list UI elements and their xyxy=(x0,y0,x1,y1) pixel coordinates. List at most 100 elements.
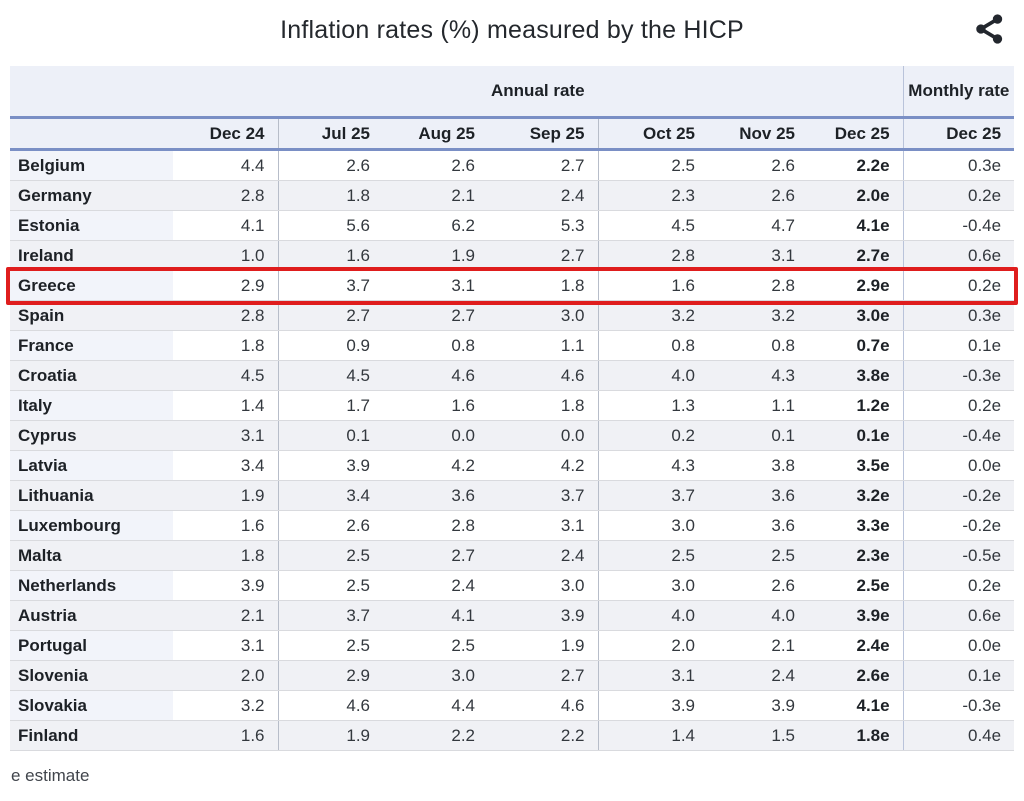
value-cell: 3.2 xyxy=(597,300,708,331)
monthly-value-cell: 0.6e xyxy=(902,600,1015,631)
value-cell: 3.7 xyxy=(488,480,598,511)
value-cell: 1.9 xyxy=(383,240,488,271)
value-cell: 4.3 xyxy=(597,450,708,481)
value-cell: 3.6 xyxy=(708,480,808,511)
value-cell: 3.0 xyxy=(488,570,598,601)
estimate-cell: 3.8e xyxy=(808,360,904,391)
monthly-value-cell: 0.2e xyxy=(902,570,1015,601)
value-cell: 3.7 xyxy=(277,270,383,301)
value-cell: 6.2 xyxy=(383,210,488,241)
value-cell: 1.4 xyxy=(173,390,278,421)
country-cell: Lithuania xyxy=(10,480,173,511)
monthly-value-cell: -0.3e xyxy=(902,360,1015,391)
country-cell: Malta xyxy=(10,540,173,571)
estimate-cell: 2.2e xyxy=(808,149,904,181)
table-row-slovakia: Slovakia 3.2 4.6 4.4 4.6 3.9 3.9 4.1e -0.3e xyxy=(10,690,1015,721)
value-cell: 3.6 xyxy=(708,510,808,541)
value-cell: 2.4 xyxy=(383,570,488,601)
value-cell: 2.1 xyxy=(708,630,808,661)
estimate-cell: 1.8e xyxy=(808,720,904,751)
table-row-austria: Austria 2.1 3.7 4.1 3.9 4.0 4.0 3.9e 0.6e xyxy=(10,600,1015,631)
table-row-germany: Germany 2.8 1.8 2.1 2.4 2.3 2.6 2.0e 0.2e xyxy=(10,180,1015,211)
value-cell: 3.1 xyxy=(488,510,598,541)
value-cell: 3.7 xyxy=(597,480,708,511)
value-cell: 1.6 xyxy=(277,240,383,271)
table-row-italy: Italy 1.4 1.7 1.6 1.8 1.3 1.1 1.2e 0.2e xyxy=(10,390,1015,421)
value-cell: 4.2 xyxy=(383,450,488,481)
column-header-aug-25: Aug 25 xyxy=(383,117,488,151)
monthly-value-cell: -0.4e xyxy=(902,210,1015,241)
estimate-cell: 2.9e xyxy=(808,270,904,301)
value-cell: 1.8 xyxy=(488,390,598,421)
value-cell: 1.9 xyxy=(173,480,278,511)
share-icon xyxy=(972,14,1006,49)
monthly-value-cell: 0.2e xyxy=(902,270,1015,301)
value-cell: 1.9 xyxy=(277,720,383,751)
country-cell: Ireland xyxy=(10,240,173,271)
estimate-cell: 3.9e xyxy=(808,600,904,631)
value-cell: 3.0 xyxy=(597,510,708,541)
value-cell: 1.6 xyxy=(597,270,708,301)
monthly-value-cell: -0.5e xyxy=(902,540,1015,571)
value-cell: 4.6 xyxy=(383,360,488,391)
value-cell: 2.7 xyxy=(383,300,488,331)
value-cell: 2.5 xyxy=(277,540,383,571)
value-cell: 2.1 xyxy=(173,600,278,631)
value-cell: 2.6 xyxy=(277,510,383,541)
country-cell: Greece xyxy=(10,270,173,301)
share-button[interactable] xyxy=(969,10,1009,50)
table-row-spain: Spain 2.8 2.7 2.7 3.0 3.2 3.2 3.0e 0.3e xyxy=(10,300,1015,331)
value-cell: 2.9 xyxy=(277,660,383,691)
monthly-value-cell: 0.6e xyxy=(902,240,1015,271)
estimate-cell: 0.7e xyxy=(808,330,904,361)
value-cell: 0.1 xyxy=(708,420,808,451)
monthly-value-cell: -0.2e xyxy=(902,510,1015,541)
value-cell: 3.1 xyxy=(173,420,278,451)
value-cell: 4.0 xyxy=(597,600,708,631)
page-title: Inflation rates (%) measured by the HICP xyxy=(280,16,744,44)
estimate-cell: 4.1e xyxy=(808,690,904,721)
title-bar: Inflation rates (%) measured by the HICP xyxy=(0,0,1024,66)
value-cell: 4.5 xyxy=(277,360,383,391)
table-row-portugal: Portugal 3.1 2.5 2.5 1.9 2.0 2.1 2.4e 0.0e xyxy=(10,630,1015,661)
country-cell: Netherlands xyxy=(10,570,173,601)
group-header-row: Annual rate Monthly rate xyxy=(10,66,1015,119)
column-header-monthly-dec-25: Dec 25 xyxy=(902,117,1015,151)
value-cell: 2.5 xyxy=(383,630,488,661)
value-cell: 4.4 xyxy=(173,149,278,181)
value-cell: 0.8 xyxy=(383,330,488,361)
country-cell: Cyprus xyxy=(10,420,173,451)
value-cell: 2.4 xyxy=(488,180,598,211)
monthly-value-cell: -0.2e xyxy=(902,480,1015,511)
value-cell: 0.1 xyxy=(277,420,383,451)
value-cell: 1.6 xyxy=(383,390,488,421)
country-cell: Slovakia xyxy=(10,690,173,721)
monthly-value-cell: 0.1e xyxy=(902,330,1015,361)
value-cell: 2.7 xyxy=(488,660,598,691)
column-header-nov-25: Nov 25 xyxy=(708,117,808,151)
column-header-dec-24: Dec 24 xyxy=(173,117,278,151)
estimate-cell: 2.0e xyxy=(808,180,904,211)
estimate-cell: 2.5e xyxy=(808,570,904,601)
table-row-finland: Finland 1.6 1.9 2.2 2.2 1.4 1.5 1.8e 0.4e xyxy=(10,720,1015,751)
monthly-value-cell: -0.3e xyxy=(902,690,1015,721)
monthly-value-cell: 0.2e xyxy=(902,390,1015,421)
value-cell: 3.8 xyxy=(708,450,808,481)
value-cell: 2.6 xyxy=(708,570,808,601)
estimate-cell: 0.1e xyxy=(808,420,904,451)
value-cell: 2.8 xyxy=(173,300,278,331)
country-cell: France xyxy=(10,330,173,361)
value-cell: 0.8 xyxy=(597,330,708,361)
table-row-netherlands: Netherlands 3.9 2.5 2.4 3.0 3.0 2.6 2.5e 0.2e xyxy=(10,570,1015,601)
table-header: Annual rate Monthly rate Dec 24 Jul 25 Aug… xyxy=(10,66,1015,151)
monthly-rate-group-header: Monthly rate xyxy=(902,66,1015,119)
country-cell: Portugal xyxy=(10,630,173,661)
corner-cell xyxy=(10,66,173,119)
table-row-malta: Malta 1.8 2.5 2.7 2.4 2.5 2.5 2.3e -0.5e xyxy=(10,540,1015,571)
estimate-cell: 3.5e xyxy=(808,450,904,481)
country-cell: Luxembourg xyxy=(10,510,173,541)
value-cell: 0.8 xyxy=(708,330,808,361)
value-cell: 3.1 xyxy=(173,630,278,661)
value-cell: 3.7 xyxy=(277,600,383,631)
value-cell: 2.1 xyxy=(383,180,488,211)
